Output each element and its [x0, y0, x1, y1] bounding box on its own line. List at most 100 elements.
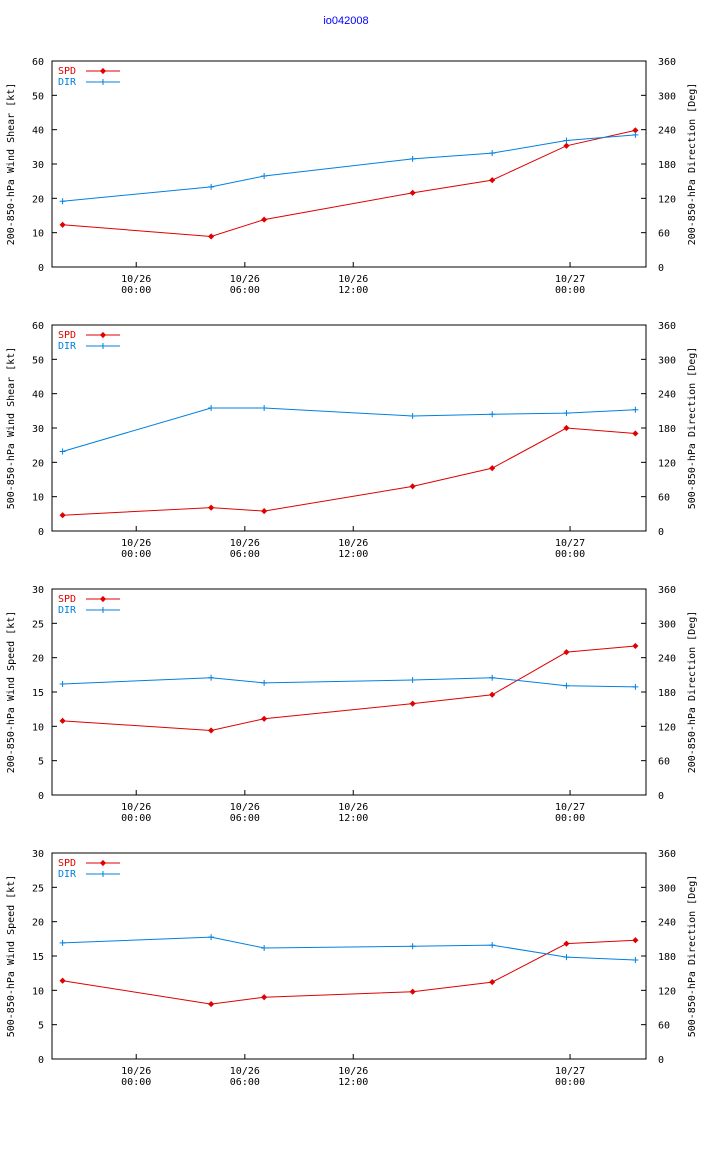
x-tick-label-time: 00:00 [555, 549, 585, 560]
y-tick-label-left: 15 [32, 952, 44, 963]
series-line-dir [62, 936, 636, 961]
x-tick-label-time: 06:00 [230, 285, 260, 296]
x-tick-label-date: 10/26 [230, 538, 260, 549]
y-tick-label-left: 40 [32, 390, 44, 401]
legend-label-spd: SPD [58, 330, 76, 341]
data-point-spd [208, 504, 215, 511]
x-tick-label-time: 00:00 [555, 1077, 585, 1088]
x-tick-label-date: 10/26 [230, 802, 260, 813]
x-tick-label-time: 00:00 [555, 813, 585, 824]
x-tick-label-time: 06:00 [230, 813, 260, 824]
y-tick-label-right: 180 [658, 688, 676, 699]
x-tick-label-date: 10/26 [338, 538, 368, 549]
y-tick-label-left: 20 [32, 194, 44, 205]
x-tick-label-date: 10/27 [555, 274, 585, 285]
y-tick-label-left: 50 [32, 91, 44, 102]
data-point-spd [409, 483, 416, 490]
y-tick-label-right: 120 [658, 986, 676, 997]
y-tick-label-left: 25 [32, 883, 44, 894]
y-tick-label-right: 180 [658, 952, 676, 963]
data-point-spd [563, 940, 570, 947]
series-line-spd [62, 129, 636, 237]
legend-marker-spd [99, 331, 107, 339]
y-tick-label-left: 20 [32, 654, 44, 665]
y-tick-label-left: 30 [32, 585, 44, 596]
legend-label-spd: SPD [58, 858, 76, 869]
data-point-dir [632, 131, 639, 138]
x-tick-label-time: 06:00 [230, 549, 260, 560]
x-tick-label-time: 06:00 [230, 1077, 260, 1088]
y-tick-label-right: 60 [658, 1021, 670, 1032]
chart-panel-2: 010203040506006012018024030036010/2600:0… [6, 321, 698, 560]
x-tick-label-time: 00:00 [121, 549, 151, 560]
y-tick-label-left: 10 [32, 229, 44, 240]
legend-marker-dir [100, 343, 106, 349]
y-axis-title-left: 500-850-hPa Wind Speed [kt] [6, 875, 17, 1038]
x-tick-label-date: 10/26 [338, 1066, 368, 1077]
data-point-spd [563, 142, 570, 149]
series-line-spd [62, 427, 636, 516]
data-point-spd [59, 512, 66, 519]
legend-label-dir: DIR [58, 869, 77, 880]
data-point-dir [59, 939, 66, 946]
chart-panel-1: 010203040506006012018024030036010/2600:0… [6, 57, 698, 296]
x-tick-label-date: 10/26 [230, 274, 260, 285]
y-tick-label-left: 0 [38, 527, 44, 538]
data-point-dir [261, 173, 268, 180]
data-point-dir [261, 404, 268, 411]
y-axis-title-left: 500-850-hPa Wind Shear [kt] [6, 347, 17, 510]
y-tick-label-right: 300 [658, 883, 676, 894]
y-tick-label-right: 360 [658, 57, 676, 68]
x-tick-label-date: 10/26 [121, 538, 151, 549]
data-point-dir [409, 155, 416, 162]
y-axis-title-left: 200-850-hPa Wind Shear [kt] [6, 83, 17, 246]
y-tick-label-right: 300 [658, 91, 676, 102]
data-point-spd [409, 988, 416, 995]
x-tick-label-time: 00:00 [555, 285, 585, 296]
x-tick-label-date: 10/26 [230, 1066, 260, 1077]
y-axis-title-right: 500-850-hPa Direction [Deg] [687, 875, 698, 1038]
y-tick-label-right: 360 [658, 585, 676, 596]
y-tick-label-left: 5 [38, 1021, 44, 1032]
y-tick-label-right: 240 [658, 390, 676, 401]
y-tick-label-left: 30 [32, 160, 44, 171]
data-point-spd [59, 717, 66, 724]
y-tick-label-right: 60 [658, 493, 670, 504]
x-tick-label-time: 00:00 [121, 813, 151, 824]
y-tick-label-left: 10 [32, 722, 44, 733]
y-tick-label-left: 10 [32, 986, 44, 997]
chart-panel-3: 05101520253006012018024030036010/2600:00… [6, 585, 698, 824]
y-tick-label-left: 20 [32, 458, 44, 469]
y-tick-label-left: 20 [32, 918, 44, 929]
data-point-dir [409, 943, 416, 950]
data-point-dir [59, 448, 66, 455]
x-tick-label-time: 12:00 [338, 549, 368, 560]
plot-frame [51, 60, 647, 268]
data-point-spd [59, 221, 66, 228]
y-tick-label-right: 60 [658, 757, 670, 768]
y-tick-label-left: 0 [38, 1055, 44, 1066]
y-tick-label-left: 0 [38, 263, 44, 274]
y-axis-title-right: 200-850-hPa Direction [Deg] [687, 611, 698, 774]
x-tick-label-time: 00:00 [121, 1077, 151, 1088]
data-point-spd [208, 233, 215, 240]
y-axis-title-right: 200-850-hPa Direction [Deg] [687, 83, 698, 246]
data-point-dir [261, 944, 268, 951]
y-tick-label-left: 0 [38, 791, 44, 802]
data-point-spd [489, 691, 496, 698]
legend-marker-spd [99, 859, 107, 867]
y-tick-label-right: 0 [658, 527, 664, 538]
data-point-spd [208, 727, 215, 734]
data-point-spd [261, 715, 268, 722]
data-point-dir [208, 674, 215, 681]
legend-marker-spd [99, 67, 107, 75]
data-point-dir [563, 410, 570, 417]
x-tick-label-date: 10/26 [338, 802, 368, 813]
data-point-dir [261, 679, 268, 686]
data-point-spd [59, 977, 66, 984]
data-point-dir [563, 682, 570, 689]
x-tick-label-date: 10/26 [338, 274, 368, 285]
y-tick-label-right: 120 [658, 722, 676, 733]
legend-marker-dir [100, 79, 106, 85]
